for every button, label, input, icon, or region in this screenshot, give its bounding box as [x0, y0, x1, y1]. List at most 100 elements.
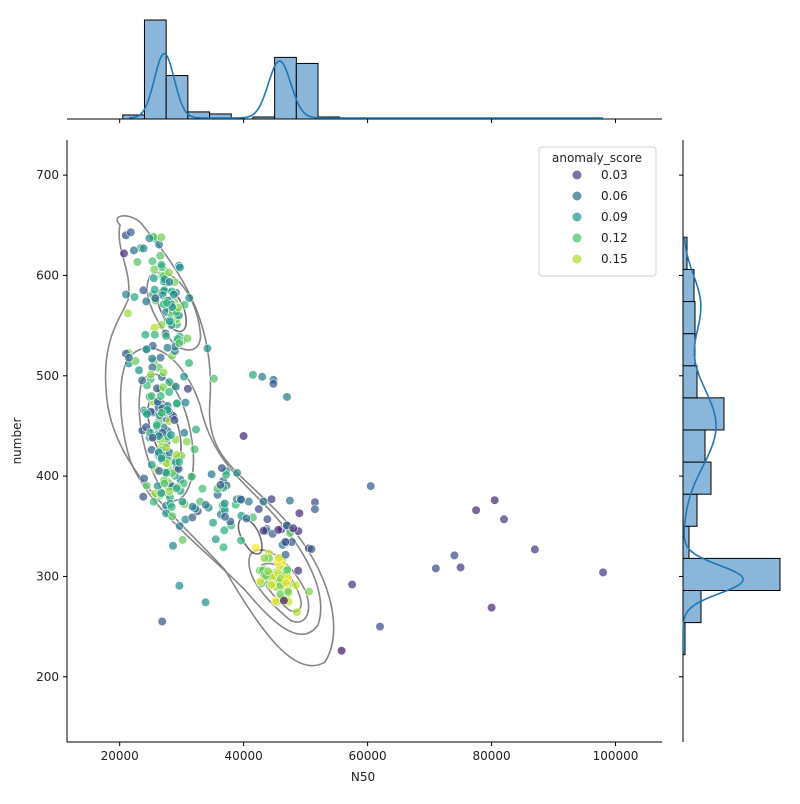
scatter-point	[162, 343, 173, 353]
scatter-point	[490, 495, 500, 505]
scatter-point	[150, 293, 160, 303]
scatter-point	[201, 500, 211, 510]
scatter-point	[270, 596, 281, 606]
scatter-point	[251, 543, 261, 553]
scatter-point	[157, 408, 167, 418]
scatter-point	[167, 502, 177, 512]
scatter-point	[288, 523, 298, 533]
scatter-point	[188, 502, 198, 512]
scatter-point	[220, 512, 230, 522]
scatter-point	[148, 433, 158, 443]
scatter-point	[155, 251, 165, 261]
scatter-point	[174, 581, 184, 591]
y-tick-label: 600	[36, 268, 59, 282]
scatter-point	[499, 514, 509, 524]
scatter-point	[144, 233, 154, 243]
marginal-y-bar	[682, 301, 696, 335]
scatter-point	[449, 550, 460, 561]
scatter-point	[232, 468, 242, 478]
scatter-point	[169, 415, 179, 425]
marginal-y-kde	[682, 236, 745, 652]
marginal-y-bar	[682, 333, 696, 367]
scatter-point	[293, 566, 303, 576]
scatter-point	[156, 232, 166, 242]
x-axis-label: N50	[351, 770, 375, 784]
marginal-y-bar	[682, 429, 706, 463]
scatter-point	[207, 469, 217, 479]
scatter-point	[215, 480, 226, 490]
scatter-point	[471, 505, 481, 515]
scatter-point	[202, 343, 212, 354]
scatter-point	[281, 578, 291, 588]
scatter-point	[164, 377, 174, 387]
scatter-point	[175, 521, 185, 531]
scatter-point	[283, 586, 293, 597]
scatter-point	[147, 391, 157, 401]
y-tick-label: 200	[36, 670, 59, 684]
marginal-y-bar	[682, 268, 695, 303]
y-tick-label: 300	[36, 569, 59, 583]
scatter-point	[241, 513, 251, 524]
scatter-point	[150, 285, 160, 295]
scatter-point	[167, 511, 177, 521]
scatter-point	[291, 580, 301, 590]
marginal-x-kde	[128, 52, 604, 119]
scatter-point	[220, 498, 230, 509]
scatter-point	[142, 409, 152, 419]
marginal-x-bar	[165, 75, 189, 120]
legend-entries: 0.03 0.06 0.09 0.12 0.15	[572, 168, 628, 266]
scatter-point	[366, 481, 376, 491]
scatter-point	[152, 420, 162, 430]
scatter-point	[266, 494, 277, 504]
scatter-point	[119, 248, 129, 258]
x-tick-label: 100000	[593, 749, 639, 763]
scatter-point	[161, 468, 171, 478]
legend-box	[538, 146, 657, 277]
scatter-point	[530, 544, 540, 555]
legend-marker	[572, 212, 582, 222]
legend: anomaly_score 0.03 0.06 0.09 0.12 0.15	[538, 146, 657, 277]
scatter-point	[209, 374, 219, 384]
scatter-point	[142, 344, 152, 354]
scatter-point	[162, 298, 172, 308]
scatter-point	[282, 565, 293, 575]
scatter-point	[183, 384, 193, 394]
scatter-point	[186, 472, 197, 482]
scatter-point	[156, 488, 166, 498]
scatter-point	[218, 542, 229, 552]
legend-label: 0.06	[601, 189, 628, 203]
scatter-point	[236, 495, 246, 505]
scatter-point	[487, 602, 497, 613]
scatter-point	[263, 566, 273, 576]
scatter-point	[182, 437, 192, 447]
scatter-point	[157, 616, 167, 627]
scatter-point	[306, 544, 317, 554]
scatter-point	[165, 316, 175, 326]
scatter-point	[257, 372, 267, 382]
scatter-point	[149, 273, 159, 283]
scatter-point	[121, 289, 131, 300]
scatter-point	[431, 563, 441, 574]
scatter-point	[149, 497, 159, 507]
scatter-point	[282, 392, 292, 402]
scatter-point	[236, 535, 246, 546]
scatter-point	[174, 338, 184, 348]
marginal-y-bar	[682, 397, 725, 431]
scatter-point	[147, 354, 157, 364]
legend-label: 0.03	[601, 168, 628, 182]
scatter-point	[179, 428, 189, 438]
scatter-point	[164, 387, 174, 397]
kde-contour-1	[104, 215, 335, 667]
x-tick-label: 60000	[349, 749, 387, 763]
scatter-point	[197, 484, 207, 494]
legend-marker	[572, 254, 582, 264]
axes: 20000 40000 60000 80000 100000 200 300 400 500 60…	[36, 140, 662, 763]
scatter-point	[259, 553, 270, 563]
scatter-point	[184, 358, 194, 368]
legend-marker	[572, 191, 582, 201]
scatter-point	[273, 525, 283, 535]
scatter-point	[126, 227, 136, 237]
scatter-point	[161, 331, 171, 341]
